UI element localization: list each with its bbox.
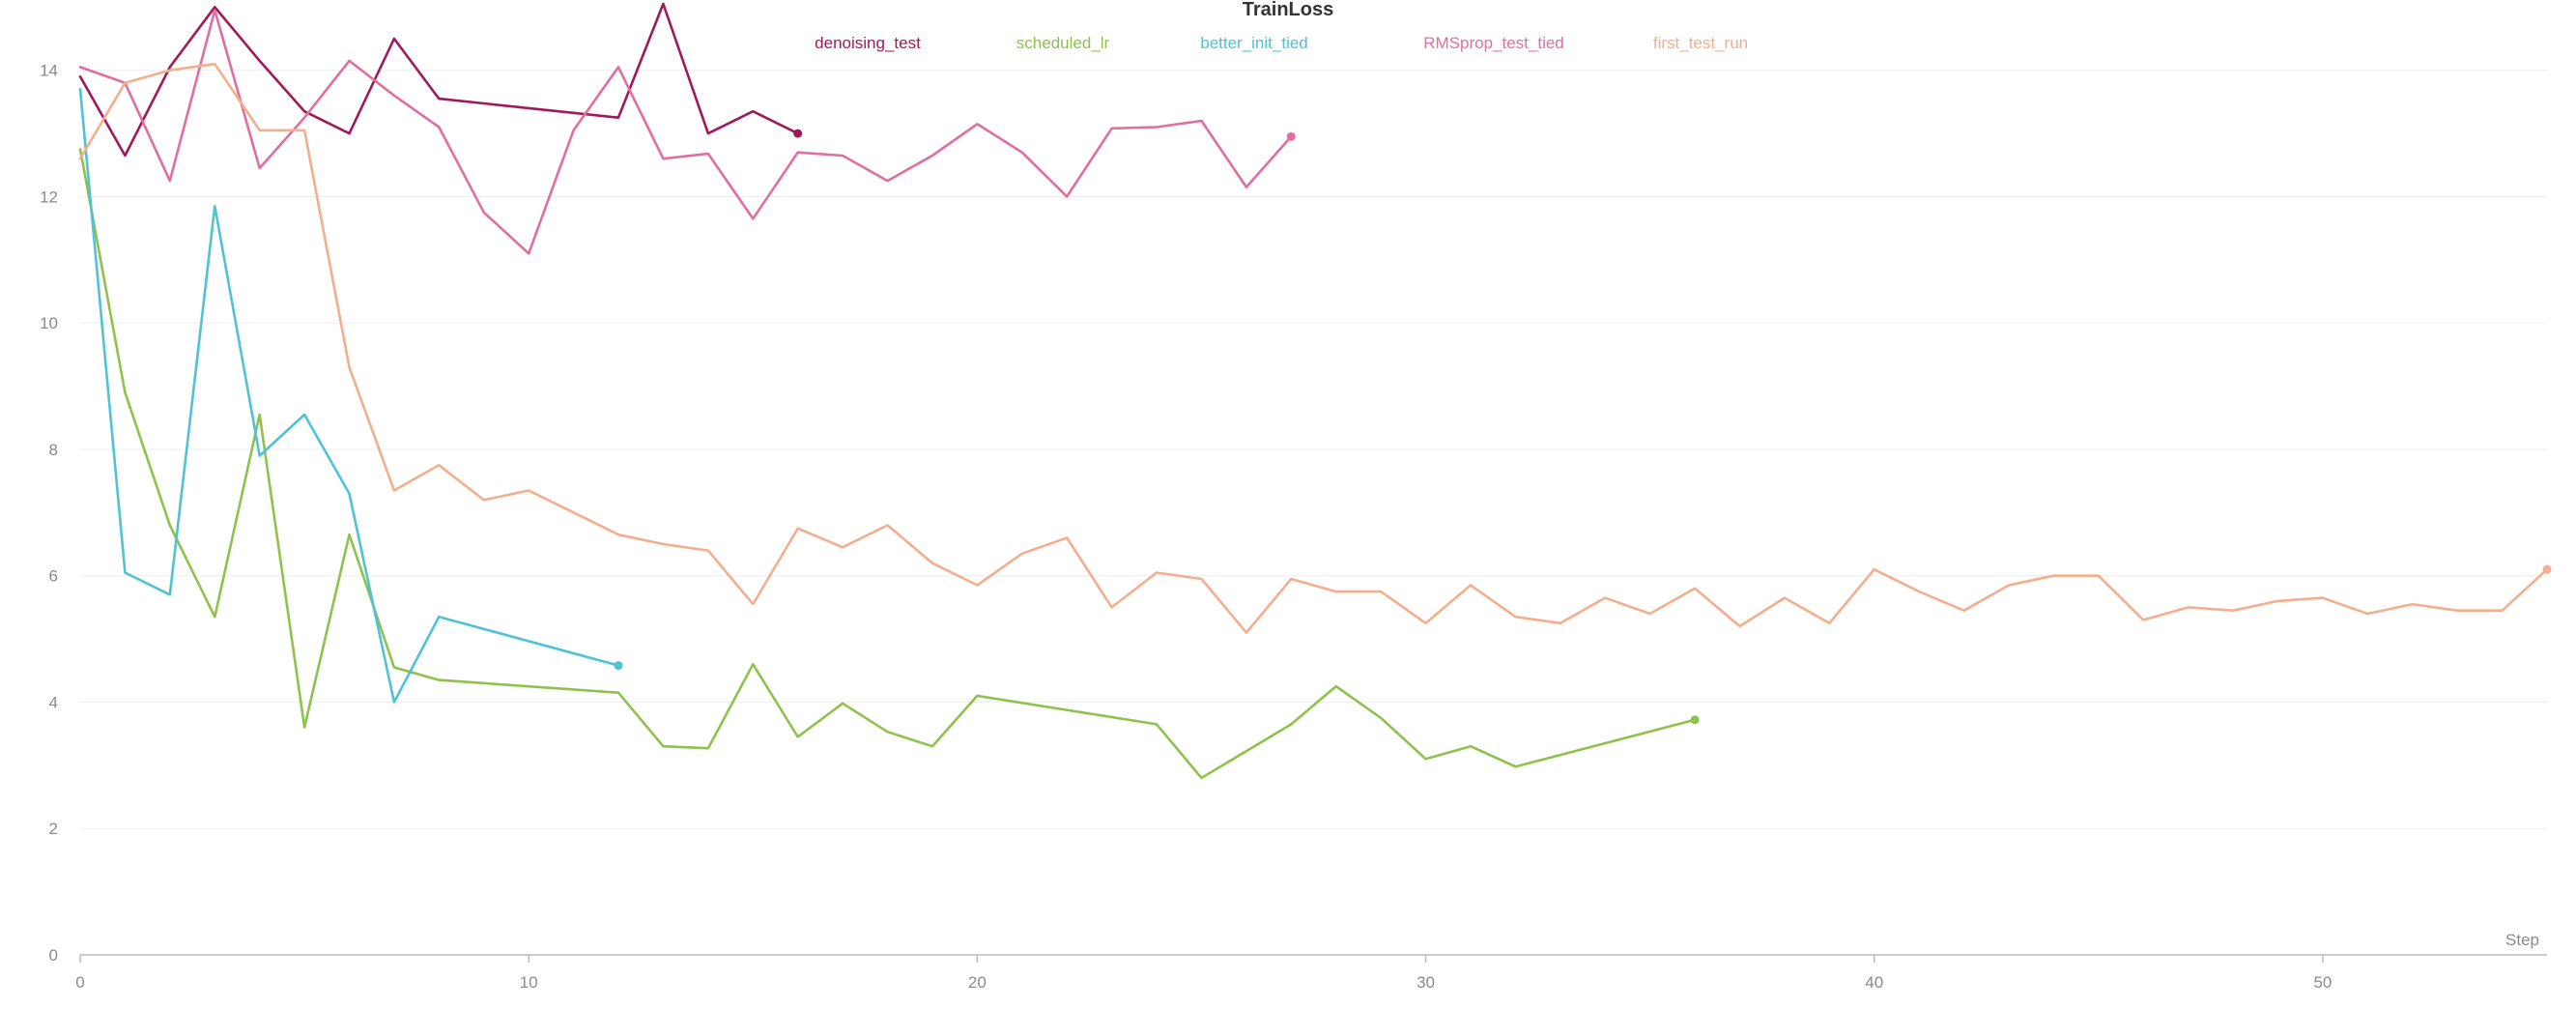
legend-item-denoising-test[interactable]: denoising_test: [815, 34, 921, 52]
series-line-scheduled-lr: [78, 148, 1697, 780]
series-end-point-denoising-test: [793, 129, 803, 138]
x-tick-label: 20: [968, 973, 987, 992]
series-end-point-better-init-tied: [614, 661, 623, 671]
y-tick-label: 2: [49, 820, 58, 838]
series-line-better-init-tied: [78, 88, 620, 704]
legend-item-rmsprop-test-tied[interactable]: RMSprop_test_tied: [1423, 34, 1564, 52]
y-tick-label: 0: [49, 946, 58, 965]
x-tick-label: 50: [2313, 973, 2332, 992]
series-end-point-scheduled-lr: [1690, 715, 1700, 725]
series-end-point-rmsprop-test-tied: [1286, 131, 1296, 141]
x-axis-label: Step: [2505, 931, 2539, 949]
x-tick-label: 30: [1417, 973, 1435, 992]
series-end-point-first-test-run: [2542, 564, 2552, 574]
legend-item-first-test-run[interactable]: first_test_run: [1653, 34, 1748, 52]
x-tick-label: 0: [75, 973, 84, 992]
y-tick-label: 6: [49, 567, 58, 586]
y-tick-label: 10: [40, 314, 58, 332]
chart-title: TrainLoss: [1243, 0, 1333, 20]
legend-item-better-init-tied[interactable]: better_init_tied: [1200, 34, 1308, 52]
y-tick-label: 8: [49, 441, 58, 459]
axes: 0 2 4 6 8 10 12 14 0 10 20 30 40 50: [40, 62, 2547, 992]
legend-item-scheduled-lr[interactable]: scheduled_lr: [1016, 34, 1110, 52]
grid-lines: [80, 70, 2547, 829]
series-line-rmsprop-test-tied: [78, 9, 1293, 255]
series-lines: [78, 2, 2552, 780]
x-tick-label: 40: [1865, 973, 1883, 992]
y-tick-label: 14: [40, 62, 58, 80]
series-line-denoising-test: [78, 2, 800, 158]
y-tick-label: 4: [49, 693, 58, 711]
legend[interactable]: denoising_test scheduled_lr better_init_ti…: [815, 34, 1748, 52]
series-line-first-test-run: [78, 62, 2549, 634]
x-tick-label: 10: [520, 973, 538, 992]
y-tick-label: 12: [40, 187, 58, 206]
